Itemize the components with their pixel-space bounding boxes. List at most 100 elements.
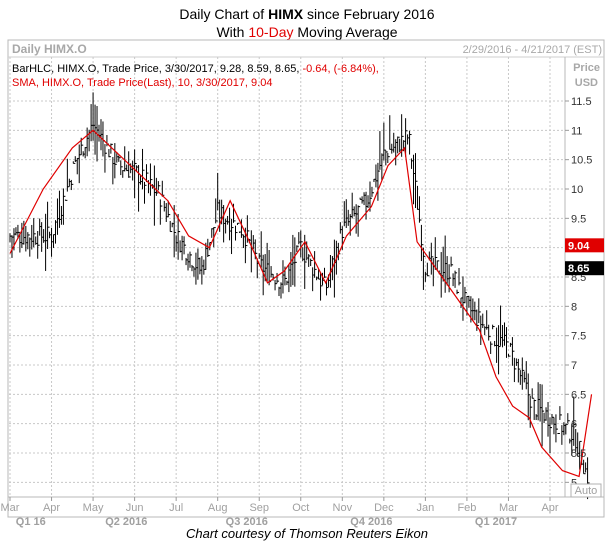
price-bar	[559, 406, 562, 420]
price-bar	[231, 218, 234, 255]
price-bar	[529, 395, 533, 428]
price-bar	[490, 341, 493, 354]
price-bar	[430, 242, 434, 275]
y-tick-label: 5	[571, 477, 577, 489]
legend-barhlc: BarHLC, HIMX.O, Trade Price, 3/30/2017, …	[12, 63, 379, 75]
price-bar	[357, 205, 361, 237]
price-bar	[517, 358, 521, 383]
price-bar	[436, 260, 440, 270]
price-bars	[9, 92, 590, 500]
x-month-label: Mar	[1, 502, 20, 514]
chart-credit: Chart courtesy of Thomson Reuters Eikon	[185, 526, 429, 541]
price-bar	[300, 230, 303, 258]
price-bar	[169, 220, 173, 233]
price-bar	[541, 384, 545, 447]
price-bar	[422, 247, 426, 290]
price-bar	[64, 199, 68, 201]
price-bar	[159, 199, 163, 225]
price-bar	[296, 245, 299, 252]
panel-name: Daily HIMX.O	[12, 42, 87, 56]
chart-title: Daily Chart of HIMX since February 2016	[179, 6, 435, 22]
panel-date-range: 2/29/2016 - 4/21/2017 (EST)	[463, 44, 602, 56]
y-tick-label: 11	[571, 125, 582, 137]
price-bar	[476, 309, 479, 331]
price-bar	[236, 222, 240, 225]
price-bar	[308, 254, 311, 267]
price-bar	[505, 327, 509, 358]
price-bar	[482, 313, 485, 328]
price-marker-label: 9.04	[568, 240, 590, 252]
x-quarter-label: Q1 2017	[475, 516, 517, 528]
price-bar	[387, 152, 390, 164]
price-bar	[294, 237, 297, 287]
x-month-label: Apr	[541, 502, 558, 514]
price-bar	[189, 251, 192, 268]
price-bar	[215, 198, 218, 224]
price-bar	[144, 181, 147, 204]
price-bar	[565, 423, 568, 435]
price-bar	[401, 114, 404, 157]
currency-axis-label: USD	[575, 77, 598, 89]
price-bar	[573, 396, 576, 446]
price-bar	[142, 148, 145, 190]
price-bar	[371, 186, 374, 197]
auto-scale-button[interactable]	[570, 483, 602, 498]
price-bar	[37, 230, 40, 259]
x-quarter-label: Q2 2016	[105, 516, 147, 528]
y-tick-label: 5.5	[571, 448, 586, 460]
price-bar	[72, 161, 76, 164]
price-bar	[414, 153, 418, 209]
price-bar	[70, 179, 74, 191]
price-bar	[66, 158, 70, 192]
price-bar	[385, 150, 388, 166]
price-bar	[161, 180, 165, 197]
x-month-label: Nov	[333, 502, 353, 514]
price-bar	[409, 130, 412, 155]
price-bar	[377, 162, 380, 201]
price-bar	[234, 225, 238, 241]
price-bar	[325, 280, 329, 296]
sma-layer	[9, 129, 593, 478]
price-bar	[27, 232, 30, 250]
price-bar	[551, 413, 554, 425]
price-bar	[434, 237, 438, 270]
x-month-label: Jan	[417, 502, 435, 514]
price-bar	[314, 251, 317, 278]
price-bar	[450, 256, 454, 267]
price-bar	[426, 262, 430, 277]
price-bar	[33, 218, 36, 248]
x-month-label: Aug	[208, 502, 228, 514]
price-bar	[207, 238, 210, 258]
price-bar	[157, 181, 161, 191]
price-bar	[155, 177, 159, 196]
y-tick-label: 7.5	[571, 331, 586, 343]
x-month-label: Mar	[499, 502, 518, 514]
price-bar	[383, 122, 386, 161]
price-bar	[114, 143, 117, 179]
price-bar	[62, 188, 66, 225]
price-bar	[557, 432, 560, 435]
price-bar	[533, 399, 537, 420]
price-bar	[507, 353, 511, 357]
y-tick-label: 6.5	[571, 389, 586, 401]
legend-sma: SMA, HIMX.O, Trade Price(Last), 10, 3/30…	[12, 77, 272, 89]
price-bar	[492, 324, 495, 330]
x-month-label: May	[83, 502, 104, 514]
sma-line	[9, 129, 593, 478]
price-bar	[397, 136, 400, 154]
x-month-label: Jul	[169, 502, 183, 514]
price-bar	[555, 414, 558, 443]
x-month-label: Feb	[457, 502, 476, 514]
price-bar	[405, 118, 408, 157]
price-bar	[478, 298, 481, 324]
price-bar	[579, 440, 582, 470]
price-bar	[145, 164, 149, 183]
price-bar	[173, 205, 177, 258]
price-bar	[47, 201, 50, 249]
price-bar	[149, 163, 153, 196]
price-bar	[418, 196, 422, 223]
price-bar	[233, 203, 236, 223]
price-bar	[320, 272, 323, 301]
y-tick-label: 9.5	[571, 213, 586, 225]
